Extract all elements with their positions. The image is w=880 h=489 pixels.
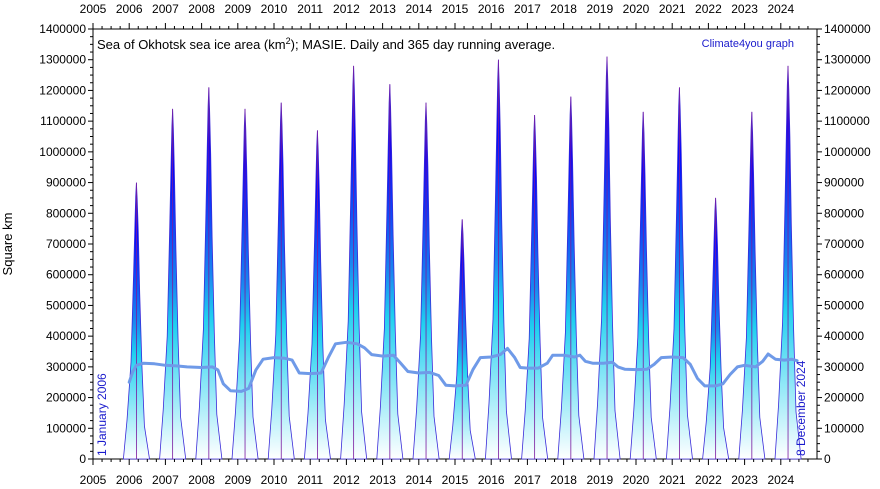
y-tick-label-right: 1000000 bbox=[824, 145, 871, 159]
y-tick-label-left: 300000 bbox=[46, 360, 86, 374]
y-tick-label-left: 900000 bbox=[46, 176, 86, 190]
y-axis-label: Square km bbox=[0, 213, 15, 276]
x-tick-label-bottom: 2015 bbox=[442, 473, 469, 487]
x-tick-label-top: 2011 bbox=[297, 2, 323, 16]
x-tick-label-bottom: 2007 bbox=[152, 473, 179, 487]
x-tick-label-bottom: 2024 bbox=[767, 473, 794, 487]
x-tick-label-top: 2009 bbox=[224, 2, 251, 16]
y-tick-label-left: 600000 bbox=[46, 268, 86, 282]
x-tick-label-top: 2015 bbox=[442, 2, 469, 16]
x-tick-label-bottom: 2008 bbox=[188, 473, 215, 487]
x-tick-label-bottom: 2009 bbox=[224, 473, 251, 487]
y-tick-label-right: 1300000 bbox=[824, 53, 871, 67]
x-tick-label-bottom: 2011 bbox=[297, 473, 323, 487]
x-tick-label-bottom: 2005 bbox=[80, 473, 107, 487]
y-tick-label-left: 1000000 bbox=[39, 145, 86, 159]
y-tick-label-left: 400000 bbox=[46, 329, 86, 343]
running-average-line bbox=[127, 340, 799, 393]
x-tick-label-top: 2006 bbox=[116, 2, 143, 16]
axes: 0 0 100000 100000 200000 200000 300000 300000 40… bbox=[39, 2, 871, 487]
y-tick-label-left: 500000 bbox=[46, 298, 86, 312]
x-tick-label-top: 2024 bbox=[767, 2, 794, 16]
x-tick-label-top: 2018 bbox=[550, 2, 577, 16]
x-tick-label-bottom: 2016 bbox=[478, 473, 505, 487]
y-tick-label-right: 200000 bbox=[824, 391, 864, 405]
x-tick-label-top: 2017 bbox=[514, 2, 541, 16]
x-tick-label-top: 2022 bbox=[695, 2, 722, 16]
start-date-label: 1 January 2006 bbox=[95, 373, 109, 456]
y-tick-label-right: 900000 bbox=[824, 176, 864, 190]
end-date-label: 8 December 2024 bbox=[794, 360, 808, 456]
x-tick-label-top: 2016 bbox=[478, 2, 505, 16]
y-tick-label-left: 800000 bbox=[46, 206, 86, 220]
x-tick-label-bottom: 2012 bbox=[333, 473, 360, 487]
x-tick-label-top: 2012 bbox=[333, 2, 360, 16]
y-tick-label-right: 400000 bbox=[824, 329, 864, 343]
x-tick-label-bottom: 2021 bbox=[659, 473, 686, 487]
y-tick-label-left: 1200000 bbox=[39, 83, 86, 97]
y-tick-label-right: 800000 bbox=[824, 206, 864, 220]
y-tick-label-left: 1300000 bbox=[39, 53, 86, 67]
x-tick-label-bottom: 2020 bbox=[623, 473, 650, 487]
y-tick-label-right: 1400000 bbox=[824, 22, 871, 36]
y-tick-label-right: 1100000 bbox=[824, 114, 870, 128]
x-tick-label-top: 2010 bbox=[261, 2, 288, 16]
y-tick-label-right: 600000 bbox=[824, 268, 864, 282]
x-tick-label-top: 2008 bbox=[188, 2, 215, 16]
x-tick-label-bottom: 2023 bbox=[731, 473, 758, 487]
x-tick-label-top: 2005 bbox=[80, 2, 107, 16]
x-tick-label-top: 2023 bbox=[731, 2, 758, 16]
y-tick-label-left: 200000 bbox=[46, 391, 86, 405]
x-tick-label-bottom: 2013 bbox=[369, 473, 396, 487]
chart-title: Sea of Okhotsk sea ice area (km2); MASIE… bbox=[97, 36, 555, 52]
x-tick-label-bottom: 2019 bbox=[586, 473, 613, 487]
x-tick-label-bottom: 2017 bbox=[514, 473, 541, 487]
y-tick-label-left: 1400000 bbox=[39, 22, 86, 36]
x-tick-label-bottom: 2014 bbox=[405, 473, 432, 487]
x-tick-label-top: 2013 bbox=[369, 2, 396, 16]
x-tick-label-top: 2019 bbox=[586, 2, 613, 16]
y-tick-label-right: 700000 bbox=[824, 237, 864, 251]
x-tick-label-top: 2014 bbox=[405, 2, 432, 16]
x-tick-label-top: 2021 bbox=[659, 2, 686, 16]
credit-label: Climate4you graph bbox=[702, 38, 794, 50]
x-tick-label-bottom: 2018 bbox=[550, 473, 577, 487]
y-tick-label-right: 500000 bbox=[824, 298, 864, 312]
y-tick-label-left: 700000 bbox=[46, 237, 86, 251]
x-tick-label-bottom: 2022 bbox=[695, 473, 722, 487]
y-tick-label-right: 300000 bbox=[824, 360, 864, 374]
x-tick-label-top: 2020 bbox=[623, 2, 650, 16]
y-tick-label-left: 100000 bbox=[46, 421, 86, 435]
y-tick-label-right: 100000 bbox=[824, 421, 864, 435]
y-tick-label-right: 0 bbox=[824, 452, 831, 466]
x-tick-label-bottom: 2010 bbox=[261, 473, 288, 487]
y-tick-label-right: 1200000 bbox=[824, 83, 871, 97]
y-tick-label-left: 1100000 bbox=[40, 114, 86, 128]
x-tick-label-bottom: 2006 bbox=[116, 473, 143, 487]
x-tick-label-top: 2007 bbox=[152, 2, 179, 16]
running-average-series bbox=[127, 340, 799, 393]
y-tick-label-left: 0 bbox=[79, 452, 86, 466]
